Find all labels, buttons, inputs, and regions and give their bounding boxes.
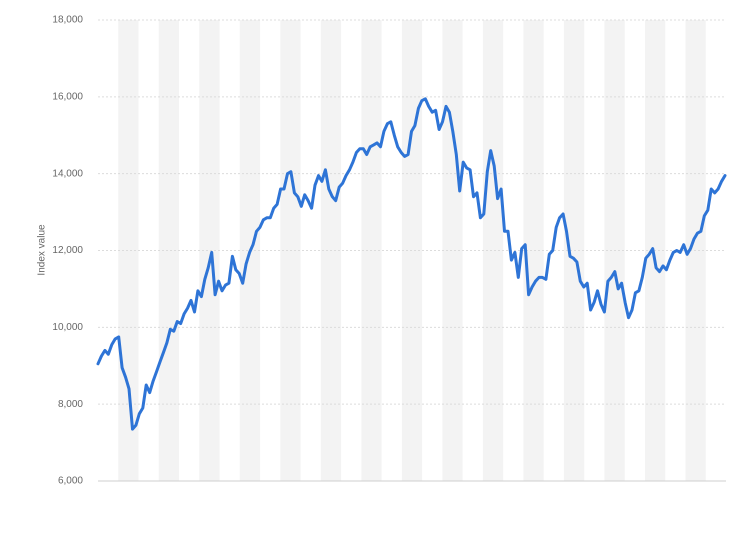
y-tick-label: 6,000 [58, 476, 83, 487]
band [482, 20, 504, 481]
band [523, 20, 544, 481]
y-tick-label: 16,000 [52, 91, 83, 102]
y-tick-label: 14,000 [52, 168, 83, 179]
y-tick-label: 18,000 [52, 15, 83, 26]
data-line [96, 97, 727, 431]
y-tick-label: 8,000 [58, 399, 83, 410]
band [199, 20, 220, 481]
band [442, 20, 463, 481]
band [158, 20, 180, 481]
y-axis-label: Index value [37, 224, 48, 276]
y-tick-label: 12,000 [52, 245, 83, 256]
y-tick-label: 10,000 [52, 322, 83, 333]
